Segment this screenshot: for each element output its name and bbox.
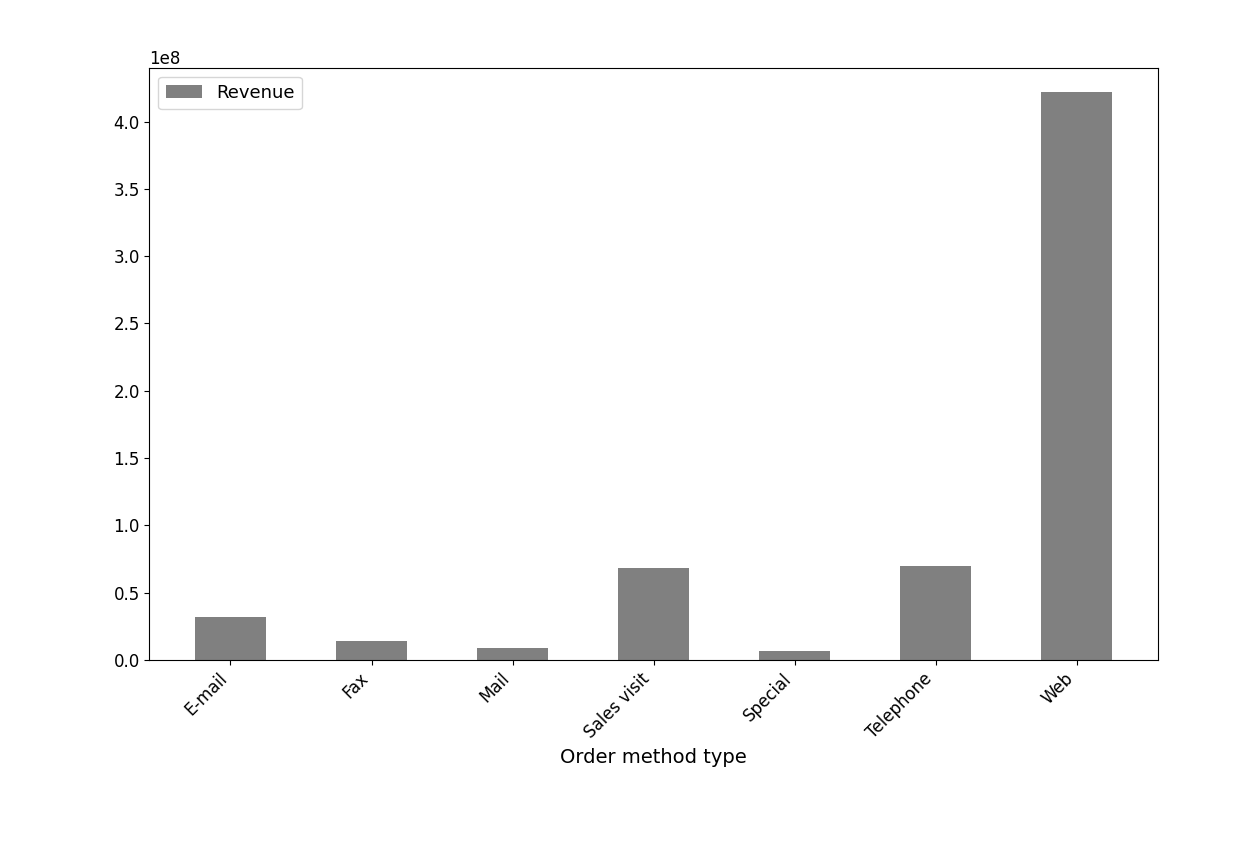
Bar <box>619 569 688 660</box>
Bar <box>336 641 407 660</box>
Bar <box>1042 92 1112 660</box>
Bar <box>900 566 971 660</box>
Bar <box>477 648 548 660</box>
X-axis label: Order method type: Order method type <box>560 748 747 766</box>
Bar <box>195 617 265 660</box>
Legend: Revenue: Revenue <box>158 77 303 109</box>
Bar <box>759 651 830 660</box>
